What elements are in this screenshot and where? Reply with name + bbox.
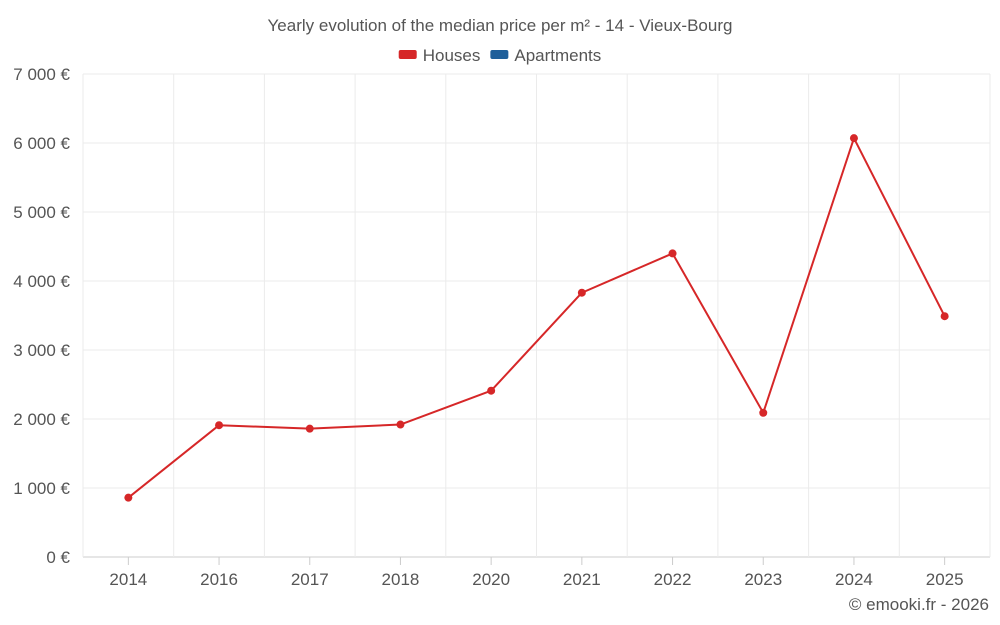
- y-tick-label: 6 000 €: [13, 134, 70, 153]
- data-point: [849, 134, 858, 143]
- credit-text: © emooki.fr - 2026: [849, 595, 989, 614]
- x-axis: 2014 2016 2017 2018 2020 2021 2022 2023 2024 2025: [109, 557, 964, 589]
- legend-swatch: [398, 50, 417, 59]
- x-tick-label: 2021: [563, 570, 601, 589]
- series-line-houses: [127, 137, 946, 499]
- data-point: [940, 312, 949, 321]
- data-point: [396, 420, 405, 429]
- legend-item-apartments[interactable]: Apartments: [490, 46, 601, 65]
- x-tick-label: 2023: [744, 570, 782, 589]
- chart-title: Yearly evolution of the median price per…: [268, 16, 733, 35]
- y-tick-label: 2 000 €: [13, 410, 70, 429]
- x-tick-label: 2016: [200, 570, 238, 589]
- y-axis: 0 € 1 000 € 2 000 € 3 000 € 4 000 € 5 000 € 6 …: [13, 65, 70, 567]
- grid: [82, 73, 991, 558]
- legend-swatch: [490, 50, 509, 59]
- legend-label: Apartments: [514, 46, 601, 65]
- data-point: [215, 421, 224, 430]
- legend-item-houses[interactable]: Houses: [398, 46, 481, 65]
- data-point: [577, 288, 586, 297]
- y-tick-label: 4 000 €: [13, 272, 70, 291]
- x-tick-label: 2024: [835, 570, 873, 589]
- y-tick-label: 3 000 €: [13, 341, 70, 360]
- x-tick-label: 2022: [654, 570, 692, 589]
- data-point: [305, 424, 314, 433]
- series-layer: [124, 134, 949, 502]
- y-tick-label: 0 €: [46, 548, 70, 567]
- x-tick-label: 2017: [291, 570, 329, 589]
- data-point: [759, 408, 768, 417]
- legend-label: Houses: [423, 46, 481, 65]
- y-tick-label: 5 000 €: [13, 203, 70, 222]
- x-tick-label: 2018: [382, 570, 420, 589]
- data-point: [668, 249, 677, 258]
- x-tick-label: 2020: [472, 570, 510, 589]
- y-tick-label: 7 000 €: [13, 65, 70, 84]
- x-tick-label: 2014: [109, 570, 147, 589]
- legend: Houses Apartments: [398, 46, 601, 65]
- x-tick-label: 2025: [926, 570, 964, 589]
- data-point: [124, 493, 133, 502]
- data-point: [487, 386, 496, 395]
- y-tick-label: 1 000 €: [13, 479, 70, 498]
